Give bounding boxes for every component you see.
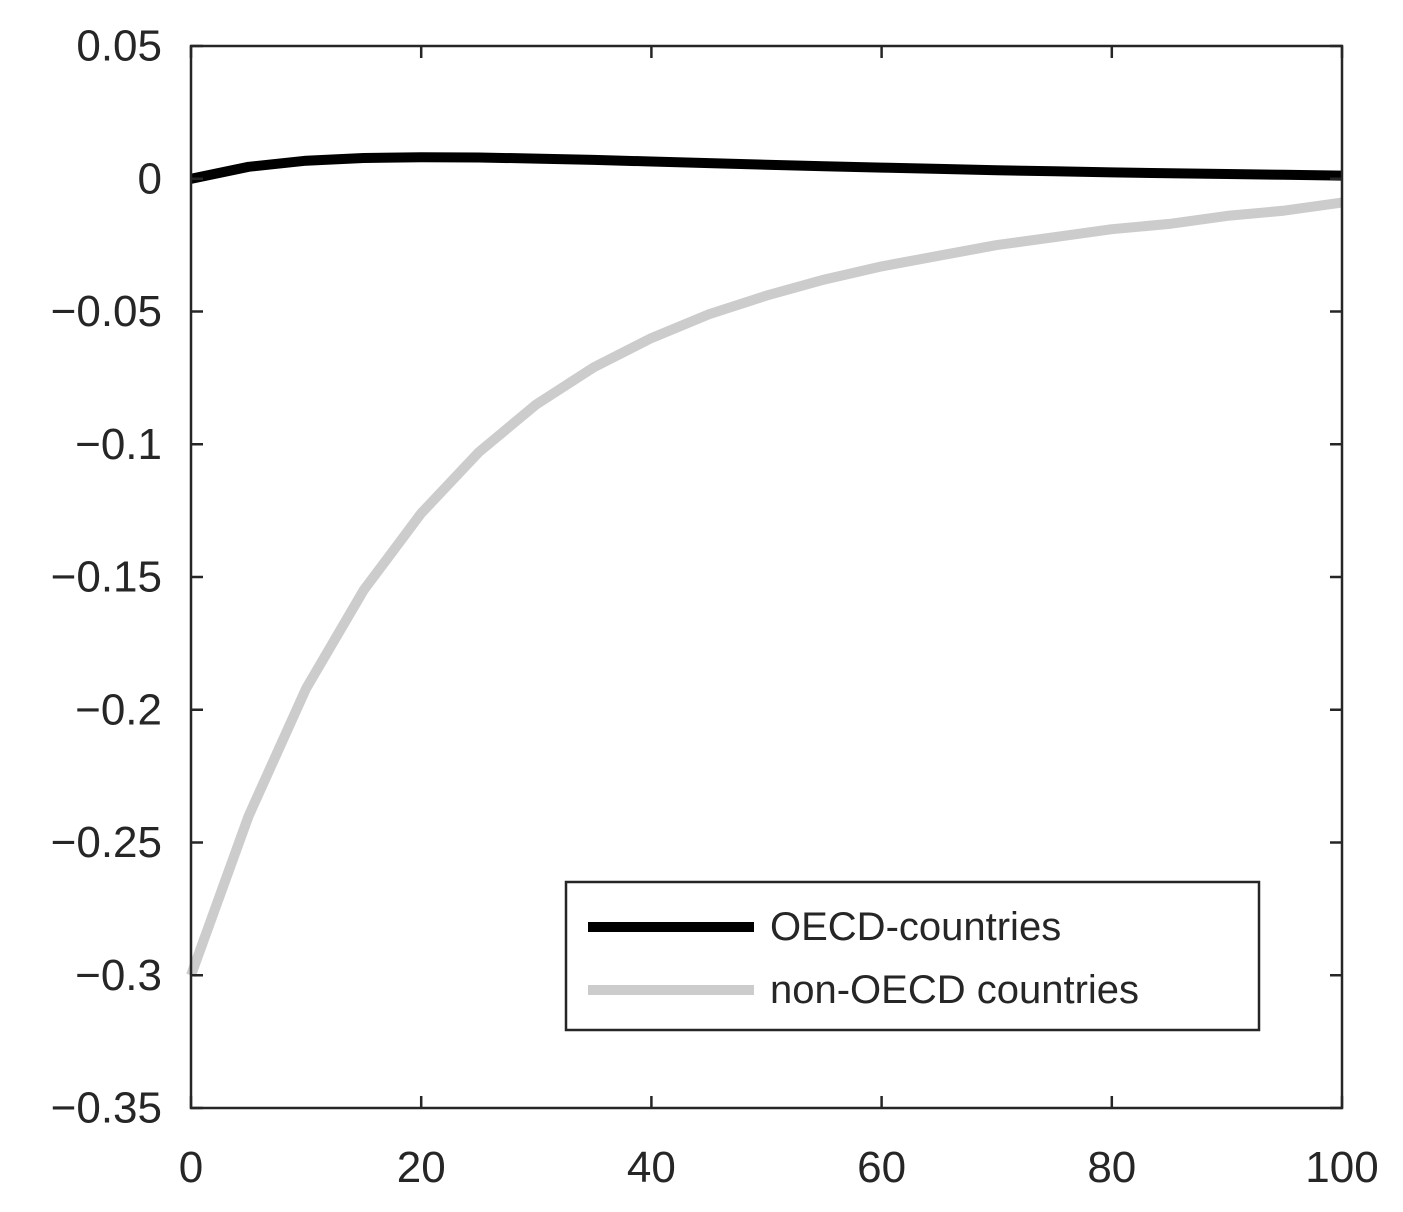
x-tick-label: 100 <box>1305 1143 1378 1192</box>
series-line-oecd <box>189 152 1343 184</box>
series-layer <box>186 152 1343 978</box>
y-tick-label: 0.05 <box>76 22 162 71</box>
y-tick-label: −0.1 <box>75 420 162 469</box>
legend-label-oecd: OECD-countries <box>770 905 1061 949</box>
legend-label-non-oecd: non-OECD countries <box>770 968 1139 1012</box>
x-tick-label: 40 <box>627 1143 676 1192</box>
x-tick-label: 20 <box>397 1143 446 1192</box>
y-tick-label: −0.15 <box>51 553 162 602</box>
y-tick-label: −0.25 <box>51 818 162 867</box>
x-tick-label: 0 <box>179 1143 203 1192</box>
y-tick-label: −0.3 <box>75 951 162 1000</box>
y-tick-label: −0.35 <box>51 1084 162 1133</box>
legend: OECD-countries non-OECD countries <box>564 880 1261 1032</box>
y-tick-label: −0.05 <box>51 287 162 336</box>
legend-box <box>564 880 1261 1032</box>
y-tick-label: 0 <box>138 154 162 203</box>
y-tick-label: −0.2 <box>75 685 162 734</box>
x-tick-label: 80 <box>1087 1143 1136 1192</box>
tick-layer: 0 20 40 60 80 100 0.05 0 −0.05 −0.1 −0.15 −0.2 −0.25… <box>51 22 1379 1193</box>
series-line-non-oecd <box>186 197 1343 978</box>
x-tick-label: 60 <box>857 1143 906 1192</box>
